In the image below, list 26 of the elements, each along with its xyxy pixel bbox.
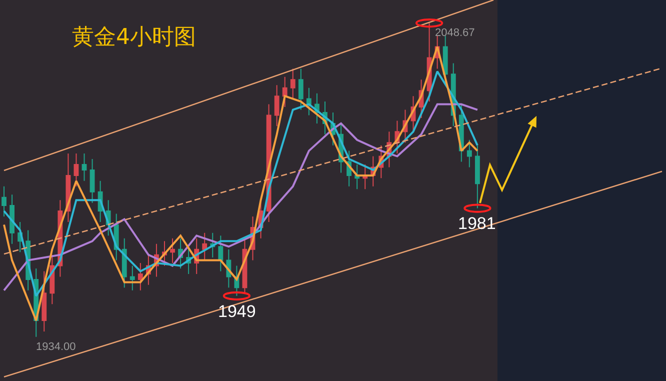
candlestick [74,153,79,187]
candlestick [90,158,95,204]
annotation: 1934.00 [36,341,76,353]
candlestick [298,68,304,110]
annotation: 1949 [218,302,256,321]
candlestick [474,144,480,209]
candlestick [10,194,14,244]
candlestick [218,235,224,272]
candlestick [306,87,312,116]
candlestick [362,164,368,190]
candlestick [354,164,360,190]
candlestick [138,262,143,291]
candlestick [466,139,472,168]
candlestick [202,232,208,261]
annotation: 1981 [458,214,496,233]
candlestick [2,186,6,217]
candlestick [170,238,175,264]
candlestick [122,238,127,288]
annotation: 2048.67 [435,27,475,39]
candlestick [82,153,87,182]
candlestick [282,76,288,108]
text: 黄金4小时图 [72,25,196,50]
candlestick [130,265,135,291]
candlestick [274,84,280,127]
candlestick [42,270,47,332]
candlestick [290,68,296,100]
